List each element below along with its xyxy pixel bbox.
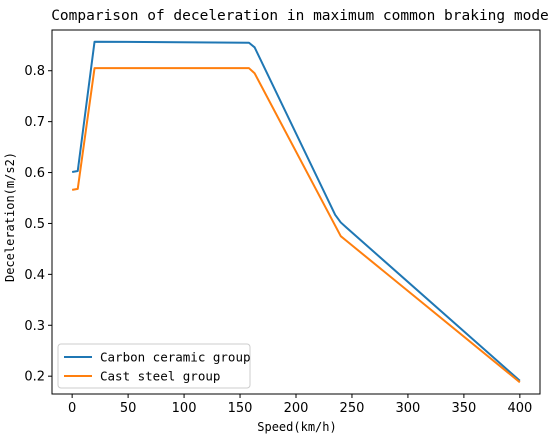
x-tick-label: 300 [396, 401, 421, 416]
legend-box [57, 343, 251, 389]
x-tick-label: 250 [340, 401, 365, 416]
y-tick-label: 0.7 [24, 115, 45, 130]
x-tick-label: 350 [451, 401, 476, 416]
series-line-1 [71, 40, 521, 382]
x-tick-label: 0 [68, 401, 76, 416]
x-tick-label: 400 [507, 401, 532, 416]
y-tick-label: 0.3 [24, 319, 45, 334]
x-tick-label: 100 [172, 401, 197, 416]
x-axis-label: Speed(km/h) [257, 420, 336, 434]
y-tick-label: 0.5 [24, 217, 45, 232]
series-line-2 [71, 67, 521, 384]
legend-label-2: Cast steel group [100, 369, 220, 384]
y-tick-label: 0.2 [24, 370, 45, 385]
x-tick-label: 150 [228, 401, 253, 416]
y-tick-label: 0.6 [24, 166, 45, 181]
x-tick-label: 200 [284, 401, 309, 416]
legend: Carbon ceramic group Cast steel group [57, 343, 251, 389]
x-tick-label: 50 [120, 401, 137, 416]
y-axis-label: Deceleration(m/s2) [3, 152, 17, 282]
legend-label-1: Carbon ceramic group [100, 350, 251, 365]
y-tick-label: 0.4 [24, 268, 45, 283]
y-tick-label: 0.8 [24, 64, 45, 79]
chart-title: Comparison of deceleration in maximum co… [51, 8, 549, 24]
plot-area: 0 50 100 150 200 250 300 350 400 0.2 0.3 0.4 0.5 0.6 0… [24, 29, 541, 416]
